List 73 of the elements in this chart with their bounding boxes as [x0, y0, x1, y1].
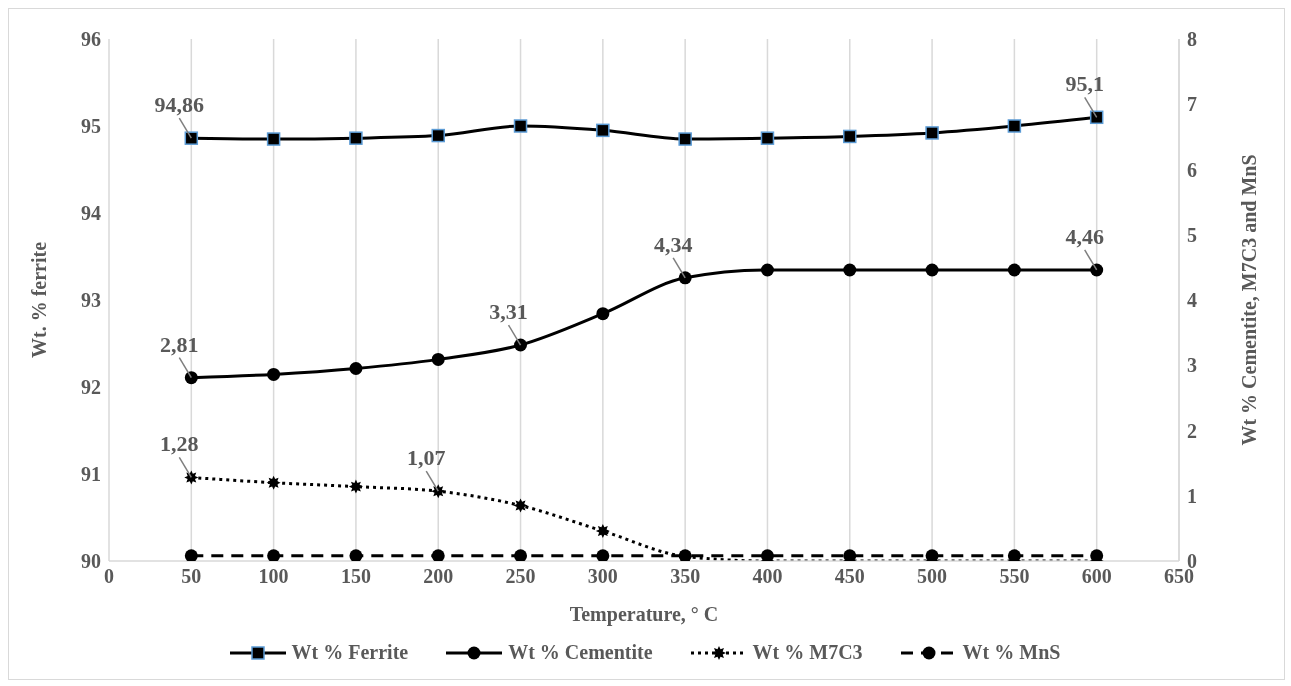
point: [925, 263, 939, 277]
legend-label: Wt % M7C3: [752, 641, 863, 664]
point: [843, 263, 857, 277]
y2-tick-label: 5: [1187, 223, 1197, 246]
point: [267, 549, 281, 561]
data-label: 1,07: [406, 445, 446, 471]
y-tick-label: 92: [81, 376, 101, 399]
x-tick-label: 50: [181, 565, 202, 588]
x-tick-label: 300: [587, 565, 618, 588]
point: [184, 549, 198, 561]
x-tick-label: 600: [1081, 565, 1112, 588]
data-label: 1,28: [160, 431, 199, 457]
point: [184, 371, 198, 385]
point: [514, 338, 528, 352]
x-tick-label: 350: [670, 565, 701, 588]
legend-label: Wt % Ferrite: [291, 641, 409, 664]
point: [1007, 549, 1021, 561]
point: [349, 362, 363, 376]
point: [349, 549, 363, 561]
y2-tick-label: 4: [1187, 289, 1197, 312]
y2-tick-label: 7: [1187, 93, 1197, 116]
point: [1090, 549, 1104, 561]
y2-axis-title: Wt % Cementite, M7C3 and MnS: [1238, 154, 1261, 446]
point: [1090, 263, 1104, 277]
data-label: 2,81: [160, 331, 199, 357]
point: [431, 549, 445, 561]
point: [843, 549, 857, 561]
point: [267, 367, 281, 381]
legend-label: Wt % Cementite: [508, 641, 653, 664]
data-label: 3,31: [489, 299, 528, 325]
point: [925, 549, 939, 561]
point: [678, 549, 692, 561]
data-label: 4,34: [653, 231, 693, 257]
x-tick-label: 0: [104, 565, 114, 588]
point: [760, 549, 774, 561]
legend-label: Wt % MnS: [962, 641, 1061, 664]
y2-tick-label: 6: [1187, 158, 1197, 181]
x-tick-label: 200: [423, 565, 454, 588]
point: [678, 271, 692, 285]
point: [595, 523, 610, 538]
y-tick-label: 95: [81, 115, 101, 138]
y-tick-label: 93: [81, 289, 101, 312]
y-tick-label: 96: [81, 28, 101, 51]
data-label: 4,46: [1065, 223, 1104, 249]
point: [513, 498, 528, 513]
x-tick-label: 450: [834, 565, 865, 588]
x-tick-label: 100: [258, 565, 289, 588]
y2-tick-label: 3: [1187, 354, 1197, 377]
x-tick-label: 500: [917, 565, 948, 588]
point: [1007, 263, 1021, 277]
y2-tick-label: 1: [1187, 484, 1197, 507]
x-tick-label: 550: [999, 565, 1030, 588]
point: [514, 549, 528, 561]
point: [431, 352, 445, 366]
x-axis-title: Temperature, ° C: [569, 603, 719, 626]
y2-tick-label: 2: [1187, 419, 1197, 442]
y-tick-label: 91: [81, 463, 101, 486]
point: [596, 307, 610, 321]
point: [431, 484, 446, 499]
point: [596, 549, 610, 561]
y-tick-label: 90: [81, 550, 101, 573]
point: [348, 479, 363, 494]
y-axis-title: Wt. % ferrite: [28, 241, 51, 359]
x-tick-label: 400: [752, 565, 783, 588]
point: [760, 263, 774, 277]
data-label: 94,86: [154, 92, 205, 118]
y-tick-label: 94: [81, 202, 101, 225]
data-label: 95,1: [1065, 71, 1104, 97]
x-tick-label: 250: [505, 565, 536, 588]
y2-tick-label: 8: [1187, 28, 1197, 51]
x-tick-label: 150: [340, 565, 371, 588]
point: [184, 470, 199, 485]
point: [266, 475, 281, 490]
